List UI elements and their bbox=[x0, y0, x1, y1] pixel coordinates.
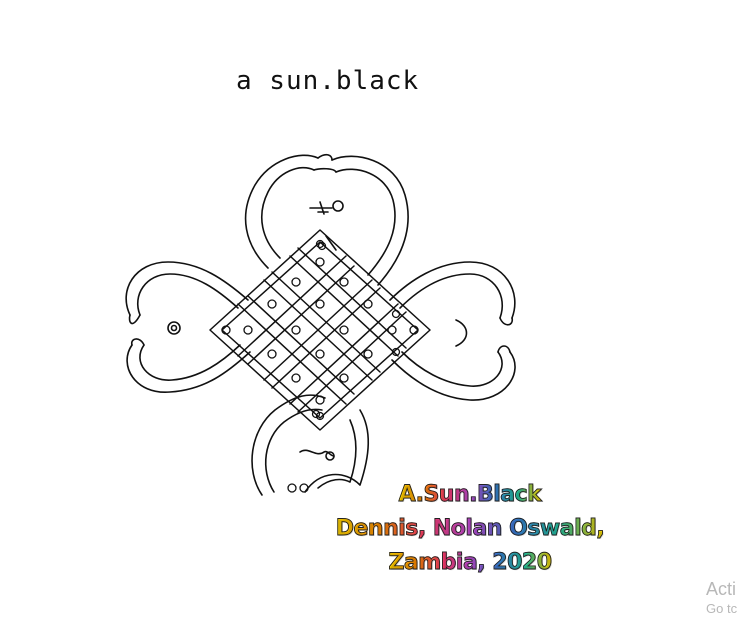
credits-line-1: A.Sun.Black bbox=[330, 478, 610, 512]
activation-watermark: Acti Go tc bbox=[706, 578, 737, 618]
credits-line-2: Dennis, Nolan Oswald, bbox=[330, 512, 610, 546]
lusona-knot-drawing bbox=[110, 145, 530, 505]
woven-lattice bbox=[210, 230, 430, 430]
credits-block: A.Sun.Black Dennis, Nolan Oswald, Zambia… bbox=[330, 478, 610, 580]
page-title: a sun.black bbox=[236, 66, 419, 96]
watermark-line-2: Go tc bbox=[706, 600, 737, 618]
watermark-line-1: Acti bbox=[706, 578, 737, 600]
credits-line-3: Zambia, 2020 bbox=[330, 546, 610, 580]
